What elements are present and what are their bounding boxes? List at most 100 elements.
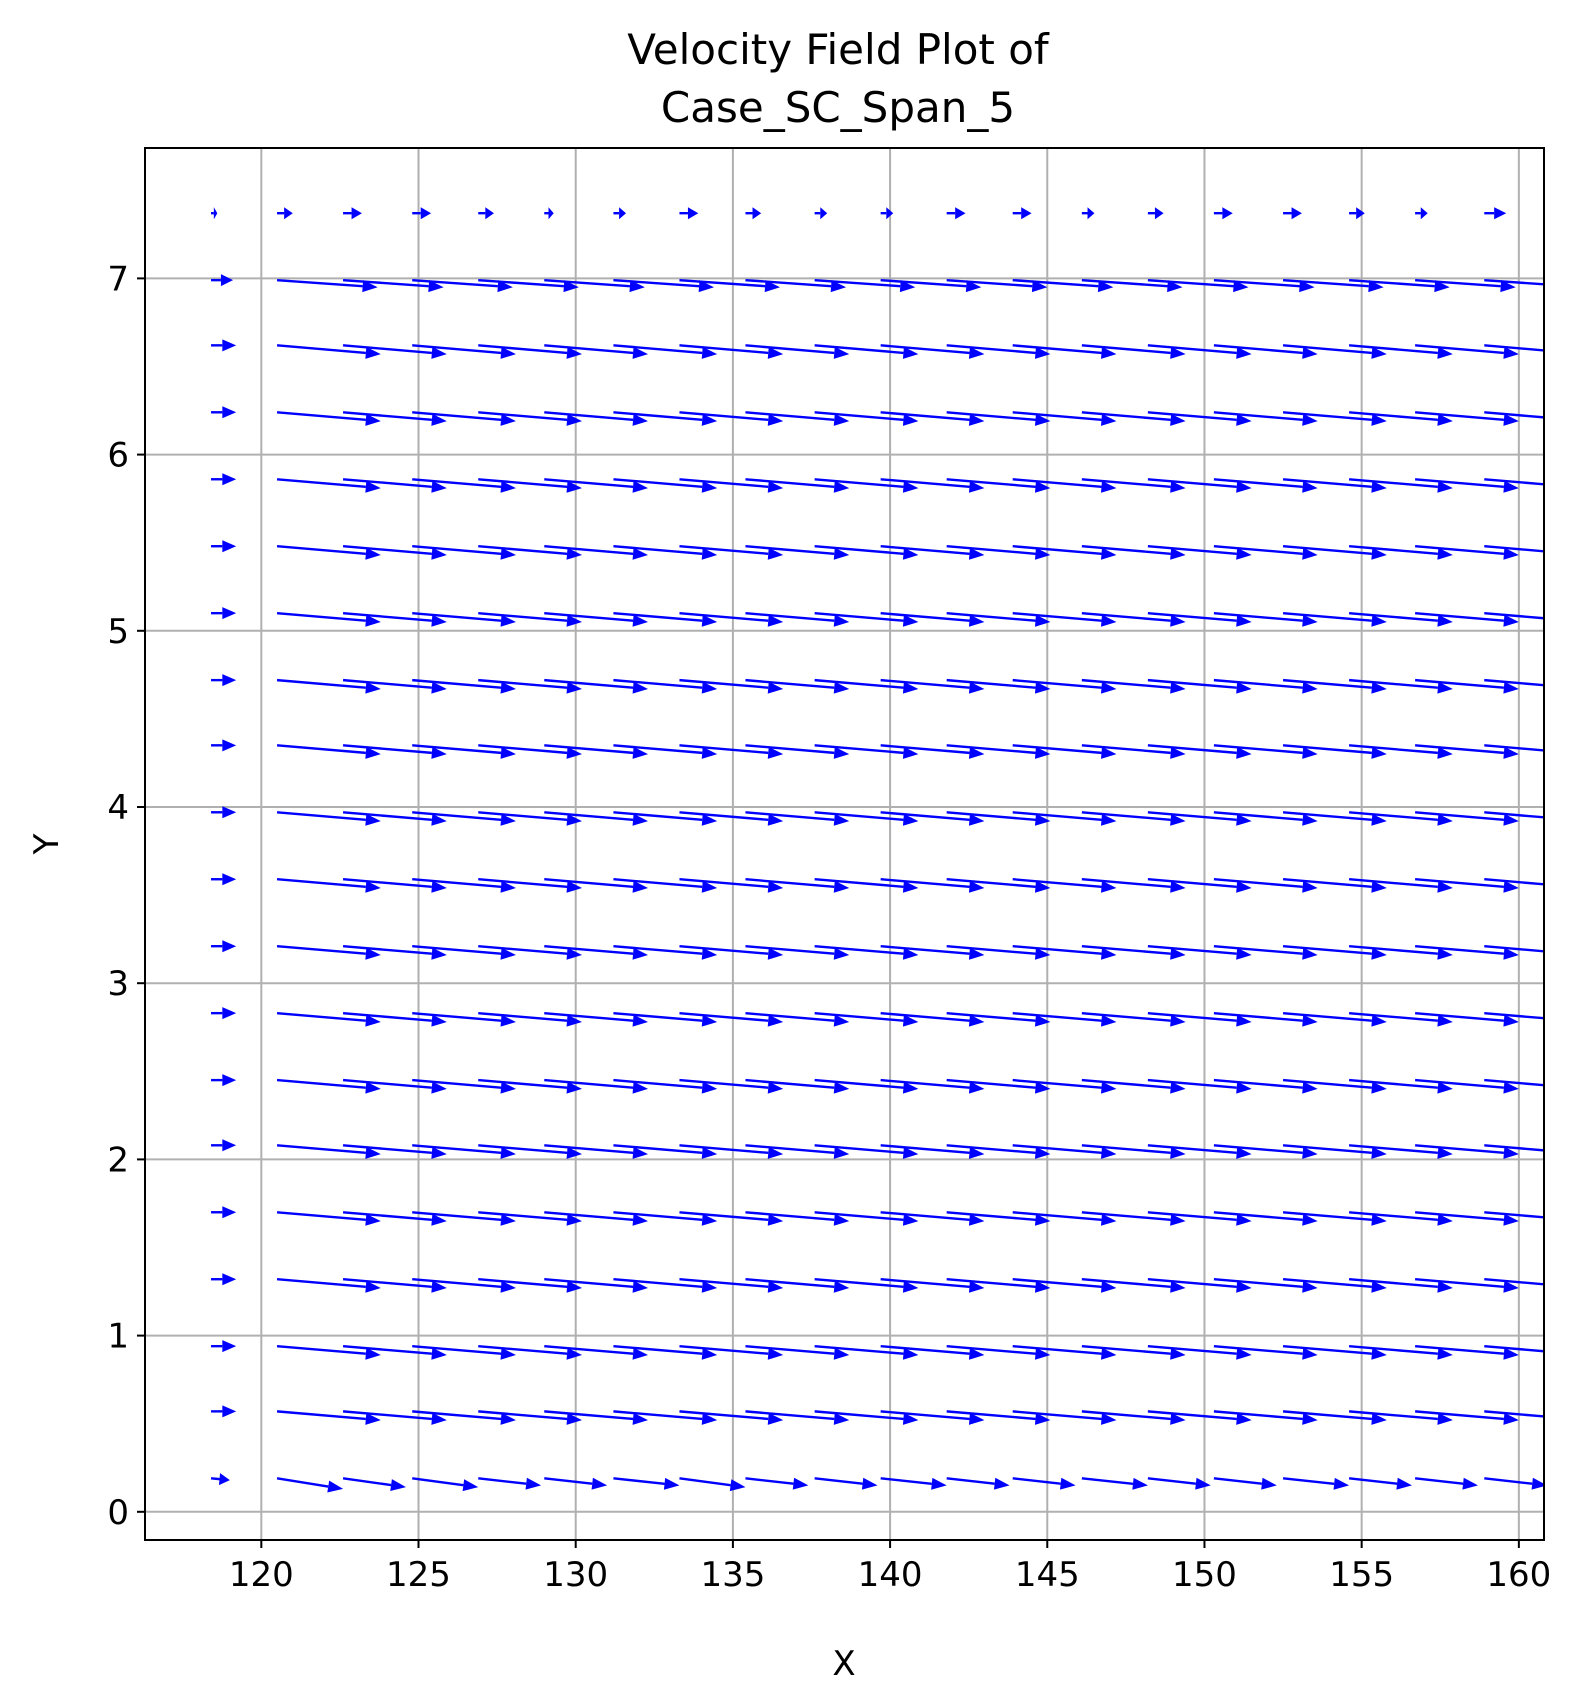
velocity-arrow — [1081, 1211, 1186, 1226]
arrow-head — [833, 413, 850, 426]
arrow-head — [284, 207, 293, 220]
arrow-shaft — [1012, 878, 1102, 888]
velocity-arrow — [679, 878, 784, 893]
arrow-head — [365, 1213, 381, 1226]
arrow-shaft — [276, 1344, 366, 1355]
velocity-arrow — [679, 1078, 784, 1094]
velocity-arrow — [1348, 811, 1453, 826]
velocity-arrow — [1415, 411, 1519, 426]
arrow-head — [1503, 547, 1519, 560]
arrow-head — [1100, 1014, 1117, 1027]
arrow-head — [1503, 1347, 1519, 1360]
arrow-head — [767, 813, 784, 826]
arrow-head — [902, 1412, 919, 1425]
velocity-arrow — [343, 207, 362, 220]
arrow-head — [632, 346, 649, 359]
velocity-arrow — [679, 1410, 784, 1425]
arrow-shaft — [745, 1344, 835, 1355]
arrow-head — [1100, 1081, 1117, 1094]
arrow-shaft — [1147, 1078, 1237, 1089]
arrow-shaft — [1282, 1144, 1372, 1155]
arrow-shaft — [745, 1144, 835, 1155]
arrow-shaft — [1282, 478, 1372, 488]
arrow-shaft — [1147, 344, 1237, 355]
arrow-head — [1302, 1146, 1318, 1159]
arrow-head — [428, 280, 444, 293]
velocity-arrow — [1012, 411, 1117, 426]
arrow-head — [701, 480, 718, 493]
arrow-head — [968, 880, 985, 893]
arrow-shaft — [478, 811, 568, 822]
velocity-arrow — [478, 478, 582, 493]
arrow-shaft — [412, 478, 502, 488]
arrow-shaft — [342, 1211, 432, 1221]
arrow-head — [833, 614, 850, 627]
velocity-arrow — [276, 545, 381, 560]
arrow-shaft — [412, 878, 502, 888]
arrow-head — [767, 1213, 784, 1226]
arrow-head — [632, 880, 649, 893]
arrow-shaft — [1213, 744, 1303, 755]
velocity-arrow — [412, 945, 516, 960]
arrow-shaft — [1415, 1410, 1505, 1421]
arrow-shaft — [342, 1477, 392, 1487]
arrow-head — [1434, 280, 1450, 293]
arrow-head — [500, 746, 516, 759]
velocity-arrow — [814, 344, 919, 359]
velocity-arrow — [1484, 878, 1544, 886]
arrow-shaft — [1282, 1278, 1372, 1288]
velocity-arrow — [613, 1211, 718, 1226]
arrow-head — [1236, 813, 1252, 826]
velocity-arrow — [880, 545, 985, 560]
velocity-arrow — [211, 940, 237, 953]
arrow-head — [767, 413, 784, 426]
arrow-head — [1222, 207, 1233, 220]
arrow-shaft — [613, 411, 703, 422]
arrow-head — [886, 207, 894, 220]
velocity-arrow — [1081, 1078, 1186, 1094]
arrow-head — [222, 1074, 237, 1087]
velocity-arrow — [1147, 744, 1252, 759]
arrow-shaft — [880, 1344, 970, 1355]
velocity-arrow — [1349, 207, 1365, 220]
arrow-head — [968, 681, 985, 694]
velocity-arrow — [1282, 1344, 1387, 1360]
velocity-arrow — [1484, 1211, 1544, 1219]
arrow-head — [1302, 947, 1318, 960]
arrow-head — [861, 1477, 878, 1490]
arrow-shaft — [1012, 344, 1102, 355]
arrow-shaft — [1282, 1011, 1372, 1022]
arrow-head — [1371, 746, 1387, 759]
arrow-head — [968, 1081, 985, 1094]
y-tick-label: 4 — [107, 788, 129, 828]
velocity-arrow — [276, 1278, 381, 1293]
arrow-head — [1034, 547, 1051, 560]
velocity-arrow — [412, 878, 516, 893]
velocity-arrow — [880, 1078, 985, 1094]
arrow-shaft — [544, 1344, 634, 1355]
arrow-shaft — [544, 411, 634, 422]
velocity-arrow — [814, 1211, 919, 1226]
velocity-arrow — [342, 811, 447, 826]
arrow-shaft — [880, 411, 970, 422]
arrow-head — [1100, 746, 1117, 759]
velocity-arrow — [1012, 478, 1117, 493]
arrow-head — [1170, 746, 1186, 759]
velocity-arrow — [745, 207, 762, 220]
arrow-head — [968, 1014, 985, 1027]
velocity-arrow — [1147, 1078, 1252, 1094]
velocity-arrow — [880, 1278, 985, 1293]
arrow-shaft — [276, 1477, 329, 1488]
arrow-shaft — [814, 611, 904, 622]
arrow-head — [222, 1139, 237, 1152]
velocity-arrow — [211, 607, 237, 620]
arrow-shaft — [1012, 678, 1102, 689]
arrow-shaft — [946, 1477, 995, 1485]
arrow-shaft — [745, 878, 835, 888]
arrow-head — [1236, 681, 1252, 694]
velocity-arrow — [613, 744, 718, 759]
arrow-shaft — [1415, 344, 1505, 355]
velocity-arrow — [814, 1278, 919, 1293]
arrow-shaft — [1484, 1144, 1544, 1152]
arrow-shaft — [478, 1011, 568, 1022]
